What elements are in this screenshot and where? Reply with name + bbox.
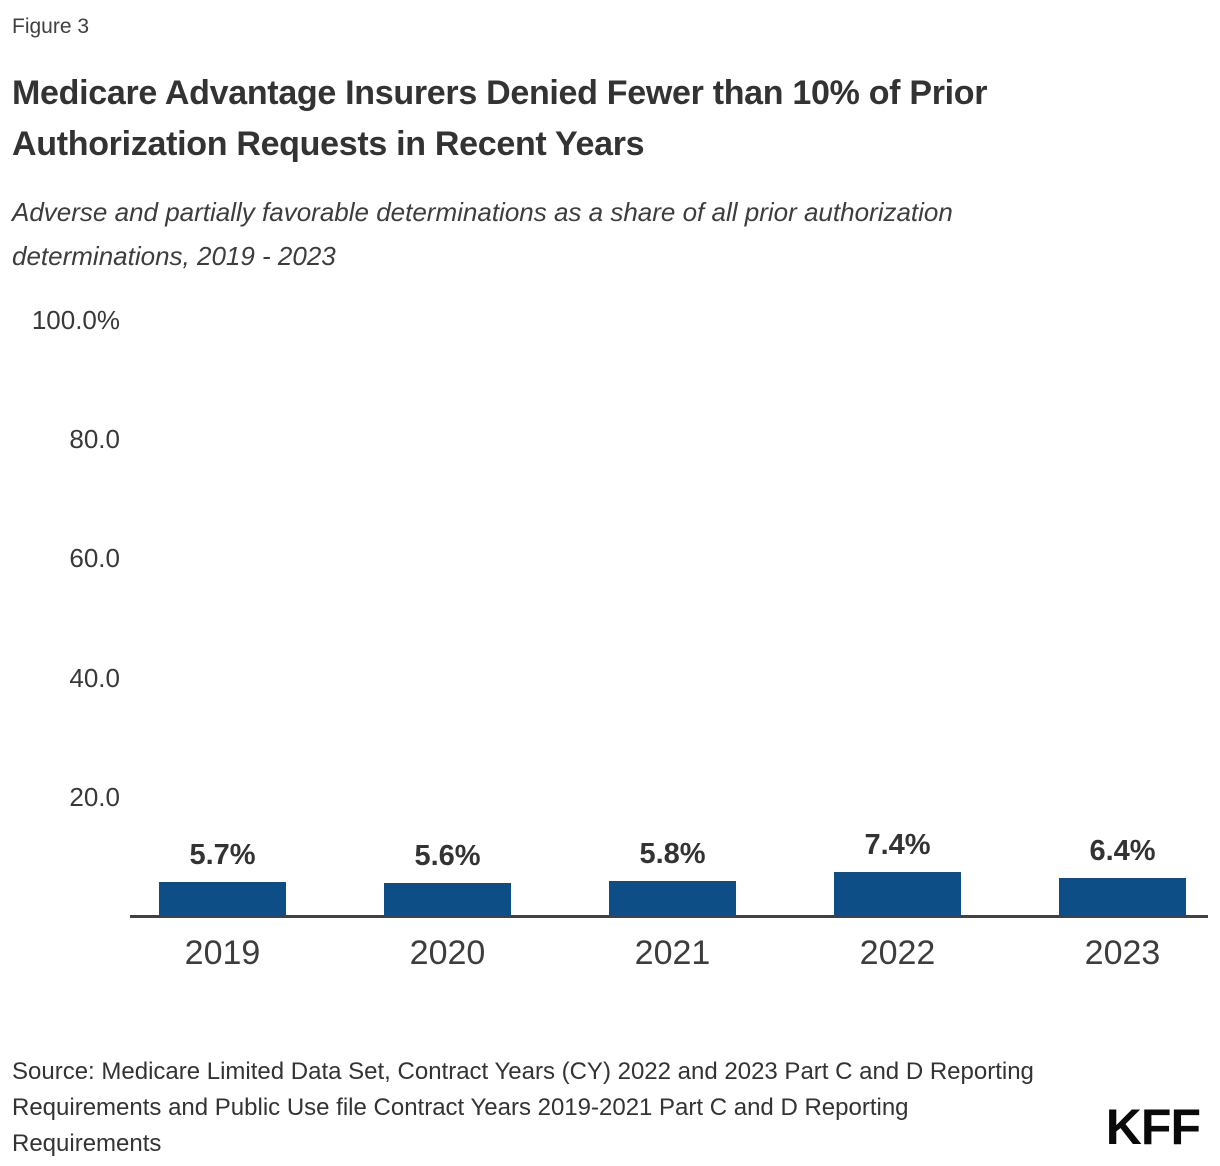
bar-value-label: 5.7% xyxy=(189,839,256,871)
bar-value-label: 5.6% xyxy=(414,840,481,872)
bar-2023 xyxy=(1059,878,1186,916)
figure-label: Figure 3 xyxy=(12,15,90,38)
x-axis-line xyxy=(130,915,1208,918)
y-axis-tick-label: 20.0 xyxy=(69,781,120,812)
source-note: Source: Medicare Limited Data Set, Contr… xyxy=(12,1054,1122,1162)
chart-subtitle: Adverse and partially favorable determin… xyxy=(12,197,953,271)
bar-2019 xyxy=(159,882,286,916)
source-line: Source: Medicare Limited Data Set, Contr… xyxy=(12,1058,1034,1085)
y-axis-tick-label: 60.0 xyxy=(69,543,120,574)
y-axis-tick-label: 80.0 xyxy=(69,424,120,455)
kff-logo: KFF xyxy=(1105,1099,1201,1155)
chart-title: Medicare Advantage Insurers Denied Fewer… xyxy=(12,74,988,163)
bar-2020 xyxy=(384,883,511,916)
bar-value-label: 5.8% xyxy=(639,838,706,870)
x-axis-category-label: 2022 xyxy=(859,934,936,972)
bar-value-label: 6.4% xyxy=(1089,835,1156,867)
y-axis-tick-label: 40.0 xyxy=(69,662,120,693)
x-axis-category-label: 2021 xyxy=(634,934,711,972)
x-axis-category-label: 2019 xyxy=(184,934,261,972)
y-axis-tick-label: 100.0% xyxy=(31,305,120,335)
source-line: Requirements xyxy=(12,1130,162,1157)
bar-value-label: 7.4% xyxy=(864,829,931,861)
bar-2021 xyxy=(609,881,736,916)
x-axis-category-label: 2020 xyxy=(409,934,486,972)
x-axis-category-label: 2023 xyxy=(1084,934,1161,972)
bar-2022 xyxy=(834,872,961,916)
source-line: Requirements and Public Use file Contrac… xyxy=(12,1094,909,1121)
